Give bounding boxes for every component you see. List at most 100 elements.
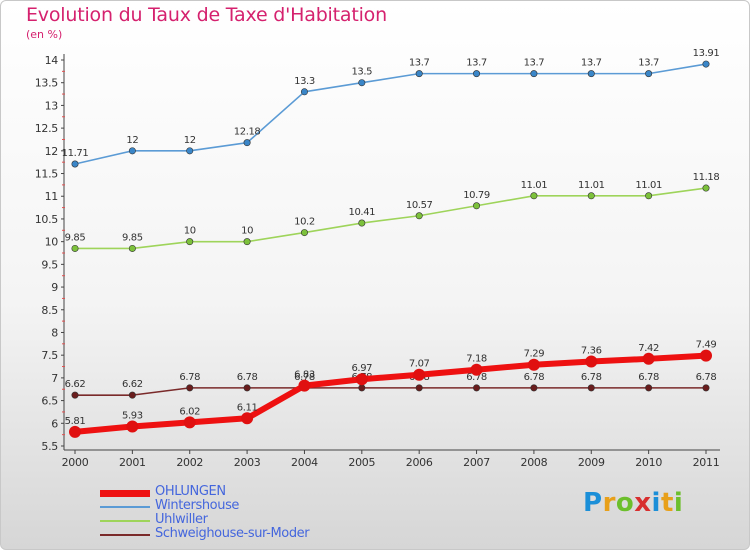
data-point-uhlwiller	[473, 202, 481, 210]
data-point-wintershouse	[645, 70, 653, 78]
legend-label: Uhlwiller	[155, 512, 208, 527]
data-label-uhlwiller: 10.41	[348, 207, 375, 218]
data-point-ohlungen	[470, 363, 483, 376]
data-point-schweighouse-sur-moder	[128, 391, 136, 399]
data-label-ohlungen: 7.29	[524, 349, 545, 360]
x-tick-label: 2010	[635, 456, 662, 469]
data-point-schweighouse-sur-moder	[415, 384, 423, 392]
x-tick-label: 2003	[234, 456, 261, 469]
data-point-wintershouse	[702, 60, 710, 68]
data-point-wintershouse	[415, 70, 423, 78]
data-label-wintershouse: 13.7	[409, 58, 430, 69]
data-point-uhlwiller	[300, 229, 308, 237]
x-tick-label: 2006	[406, 456, 433, 469]
x-tick-label: 2007	[463, 456, 490, 469]
logo-letter: o	[615, 488, 635, 518]
data-label-ohlungen: 7.36	[581, 346, 602, 357]
data-point-ohlungen	[527, 358, 540, 371]
data-label-schweighouse-sur-moder: 6.78	[638, 372, 659, 383]
data-label-schweighouse-sur-moder: 6.78	[237, 372, 258, 383]
data-point-wintershouse	[243, 139, 251, 147]
data-label-uhlwiller: 11.01	[578, 180, 605, 191]
data-label-ohlungen: 6.02	[179, 406, 200, 417]
data-label-wintershouse: 13.3	[294, 76, 315, 87]
chart-unit-label: (en %)	[26, 28, 63, 41]
data-point-schweighouse-sur-moder	[243, 384, 251, 392]
data-label-uhlwiller: 9.85	[65, 232, 86, 243]
legend-item-uhlwiller: Uhlwiller	[100, 512, 360, 528]
data-point-schweighouse-sur-moder	[473, 384, 481, 392]
y-tick-label: 11.5	[35, 168, 59, 181]
data-label-ohlungen: 6.11	[237, 402, 258, 413]
legend-swatch	[100, 489, 150, 497]
data-point-ohlungen	[241, 412, 254, 425]
y-tick-label: 9	[51, 281, 58, 294]
data-label-uhlwiller: 11.01	[635, 180, 662, 191]
data-point-uhlwiller	[243, 238, 251, 246]
data-label-uhlwiller: 11.01	[521, 180, 548, 191]
data-point-ohlungen	[183, 416, 196, 429]
y-tick-label: 9.5	[41, 258, 58, 271]
y-tick-label: 8	[51, 326, 58, 339]
x-tick-label: 2004	[291, 456, 318, 469]
data-label-ohlungen: 5.93	[122, 410, 143, 421]
data-point-ohlungen	[69, 425, 81, 438]
data-label-wintershouse: 13.7	[466, 58, 487, 69]
series-line-ohlungen	[74, 352, 707, 435]
data-label-wintershouse: 13.7	[581, 58, 602, 69]
data-point-wintershouse	[530, 70, 538, 78]
y-tick-label: 13.5	[35, 77, 59, 90]
series-line-schweighouse-sur-moder	[75, 387, 706, 396]
data-label-schweighouse-sur-moder: 6.78	[294, 372, 315, 383]
data-point-uhlwiller	[128, 244, 136, 252]
data-point-wintershouse	[128, 147, 136, 155]
legend-label: Wintershouse	[155, 498, 240, 513]
y-tick-label: 7.5	[41, 349, 58, 362]
data-label-wintershouse: 13.7	[524, 58, 545, 69]
data-point-schweighouse-sur-moder	[186, 384, 194, 392]
legend-item-ohlungen: OHLUNGEN	[100, 484, 360, 500]
series-line-wintershouse	[74, 63, 707, 165]
data-point-wintershouse	[71, 160, 79, 168]
data-label-ohlungen: 6.97	[351, 363, 372, 374]
data-label-ohlungen: 7.42	[638, 343, 659, 354]
logo-letter: t	[660, 488, 674, 518]
data-point-ohlungen	[700, 349, 712, 362]
data-point-ohlungen	[413, 368, 426, 381]
data-label-uhlwiller: 10	[241, 226, 253, 237]
logo-letter: P	[583, 488, 603, 518]
y-tick-label: 8.5	[41, 304, 58, 317]
data-point-schweighouse-sur-moder	[702, 384, 710, 392]
data-point-ohlungen	[126, 420, 139, 433]
x-tick-label: 2002	[176, 456, 203, 469]
data-label-schweighouse-sur-moder: 6.78	[696, 372, 717, 383]
x-tick-label: 2005	[348, 456, 375, 469]
y-tick-label: 5.5	[41, 440, 58, 453]
data-label-wintershouse: 13.5	[351, 67, 372, 78]
y-tick-label: 6	[51, 417, 58, 430]
y-tick-label: 12.5	[35, 122, 59, 135]
data-label-uhlwiller: 10.57	[406, 200, 433, 211]
data-label-wintershouse: 12	[126, 135, 138, 146]
data-point-schweighouse-sur-moder	[530, 384, 538, 392]
logo-letter: i	[651, 488, 661, 518]
data-label-uhlwiller: 11.18	[693, 172, 720, 183]
data-point-uhlwiller	[358, 219, 366, 227]
data-label-wintershouse: 12	[184, 135, 196, 146]
legend-item-schweighouse-sur-moder: Schweighouse-sur-Moder	[100, 526, 360, 542]
data-label-wintershouse: 12.18	[234, 127, 261, 138]
data-label-wintershouse: 13.91	[693, 48, 720, 59]
data-point-uhlwiller	[71, 244, 79, 252]
x-tick-label: 2008	[521, 456, 548, 469]
data-point-schweighouse-sur-moder	[587, 384, 595, 392]
logo-letter: i	[673, 488, 684, 518]
y-tick-label: 14	[45, 54, 59, 67]
legend-swatch	[100, 506, 150, 508]
x-tick-label: 2009	[578, 456, 605, 469]
legend-swatch	[100, 534, 150, 536]
data-point-schweighouse-sur-moder	[71, 391, 79, 399]
data-point-uhlwiller	[587, 192, 595, 200]
x-tick-label: 2011	[693, 456, 720, 469]
data-label-wintershouse: 13.7	[638, 58, 659, 69]
